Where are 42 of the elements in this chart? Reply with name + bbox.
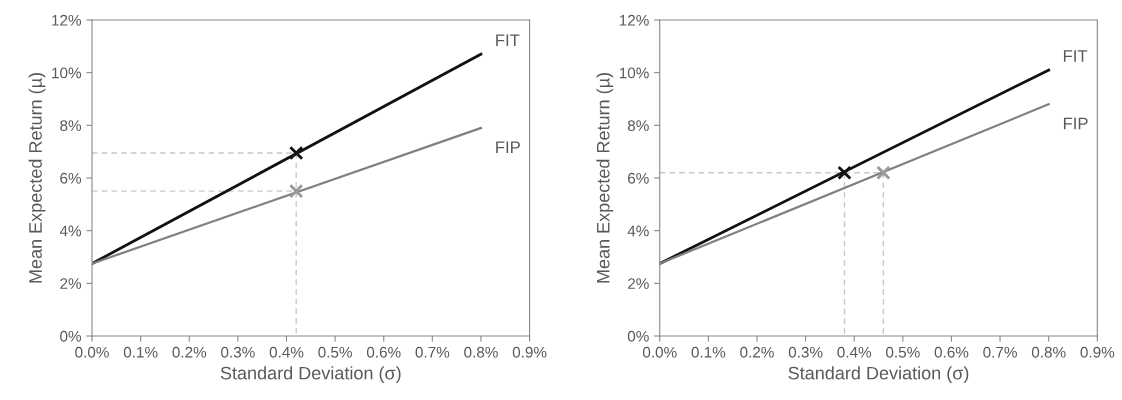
y-tick-label: 2% [60,278,82,289]
x-tick-label: 0.0% [642,346,677,358]
y-tick-label: 12% [52,14,82,26]
x-tick-label: 0.3% [221,346,255,358]
y-axis-title: Mean Expected Return (µ) [596,73,614,283]
y-tick-label: 4% [627,225,649,237]
y-tick-label: 10% [619,67,649,79]
x-tick-label: 0.7% [983,346,1017,358]
x-tick-label: 0.8% [1031,346,1066,358]
y-tick-label: 6% [60,172,82,184]
x-axis-title: Standard Deviation (σ) [220,366,401,384]
x-tick-label: 0.8% [464,346,498,358]
x-tick-label: 0.1% [123,346,158,358]
x-tick-label: 0.6% [366,346,401,358]
x-tick-label: 0.2% [740,346,774,358]
x-tick-label: 0.5% [318,346,352,358]
x-tick-label: 0.7% [415,346,450,358]
x-tick-label: 0.4% [837,346,872,358]
y-tick-label: 0% [60,330,82,342]
x-tick-label: 0.2% [172,346,207,358]
y-tick-label: 12% [619,14,649,26]
x-tick-label: 0.6% [934,346,969,358]
y-tick-label: 8% [627,120,649,132]
series-label: FIP [496,141,520,153]
x-tick-label: 0.9% [1080,346,1115,358]
series-label: FIP [1063,117,1088,130]
y-tick-label: 4% [59,225,82,237]
x-tick-label: 0.5% [886,346,920,358]
y-axis-title: Mean Expected Return (µ) [28,73,46,283]
y-tick-label: 8% [60,120,82,132]
x-tick-label: 0.3% [788,346,823,358]
x-tick-label: 0.1% [691,346,726,358]
x-tick-label: 0.4% [269,346,304,358]
y-tick-label: 2% [628,278,649,289]
y-tick-label: 6% [628,172,649,184]
y-tick-label: 0% [627,330,649,342]
y-tick-label: 10% [52,67,82,79]
series-label: FIT [496,34,520,46]
x-tick-label: 0.9% [512,346,547,358]
x-tick-label: 0.0% [75,346,109,358]
x-axis-title: Standard Deviation (σ) [788,366,969,384]
series-label: FIT [1063,50,1088,62]
